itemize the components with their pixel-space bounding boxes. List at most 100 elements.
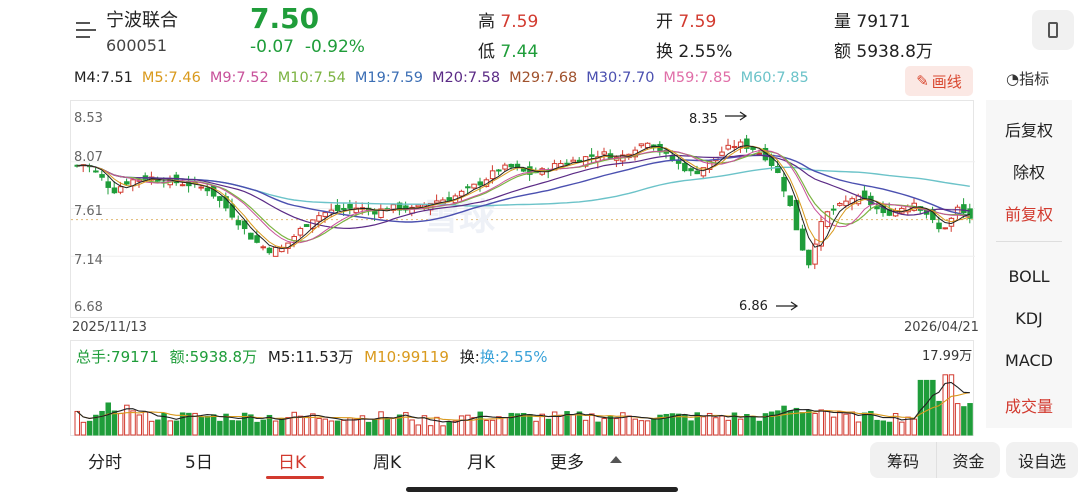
candle-body	[248, 232, 254, 240]
candle-body	[334, 204, 341, 212]
volume-chart[interactable]	[70, 340, 974, 436]
tab-daily-k[interactable]: 日K	[278, 453, 307, 473]
low-label: 低	[478, 42, 495, 62]
volume-max-label: 17.99万	[922, 349, 973, 364]
volume-bar	[148, 420, 155, 436]
candle-body	[124, 181, 130, 185]
candle-body	[942, 227, 948, 230]
candle-body	[477, 181, 483, 186]
volume-info: 总手:79171 额:5938.8万 M5:11.53万 M10:99119 换…	[76, 346, 548, 367]
high-arrow-head	[739, 111, 748, 121]
volume-bar	[688, 420, 694, 436]
draw-line-button[interactable]: ✎ 画线	[905, 66, 973, 96]
volume-bar	[892, 413, 899, 436]
volume-bar	[297, 415, 304, 436]
candle-body	[465, 186, 471, 189]
menu-icon[interactable]	[76, 22, 96, 38]
volume-bar	[558, 414, 564, 436]
y-tick-2: 8.07	[74, 150, 103, 165]
volume-bar	[849, 411, 855, 436]
volume-bar	[130, 410, 136, 436]
volume-bar	[936, 400, 942, 436]
volume-bar	[396, 414, 403, 436]
side-item-5[interactable]: MACD	[1005, 351, 1053, 370]
candle-body	[756, 152, 762, 155]
candle-body	[496, 169, 502, 172]
capital-button[interactable]: 资金	[936, 442, 1000, 478]
volume-bar	[775, 410, 781, 436]
chip-button[interactable]: 筹码	[870, 442, 936, 478]
volume-bar	[917, 379, 924, 436]
volume-stat: 量 79171	[834, 7, 911, 32]
volume-bar	[179, 412, 186, 436]
volume-bar	[607, 415, 614, 436]
side-item-6[interactable]: 成交量	[1004, 397, 1053, 416]
candle-body	[843, 200, 849, 207]
volume-bar	[812, 412, 818, 436]
y-tick-min: 6.68	[74, 300, 103, 315]
candle-body	[415, 204, 421, 208]
turnover-label: 换	[656, 42, 673, 62]
volume-bar	[899, 421, 905, 436]
add-watchlist-button[interactable]: 设自选	[1006, 442, 1078, 478]
caret-up-icon[interactable]	[610, 456, 622, 463]
side-item-4[interactable]: KDJ	[1015, 309, 1043, 328]
candle-body	[489, 170, 496, 180]
volume-bar	[954, 403, 961, 436]
volume-bar	[155, 419, 161, 436]
tab-weekly-k[interactable]: 周K	[373, 453, 402, 473]
volume-bar	[551, 411, 558, 436]
tab-more[interactable]: 更多	[550, 453, 584, 473]
indicator-button[interactable]: ◔指标	[1006, 68, 1049, 89]
open-stat: 开 7.59	[656, 7, 716, 32]
volume-bar	[477, 411, 483, 436]
landscape-button[interactable]	[1032, 10, 1074, 50]
indicator-label: 指标	[1019, 70, 1050, 88]
ma-line	[76, 154, 970, 223]
watermark-text: 雪球	[423, 197, 496, 238]
phone-icon	[1048, 22, 1058, 38]
volume-bar	[961, 406, 967, 436]
volume-bar	[285, 417, 291, 436]
side-item-2[interactable]: 前复权	[1004, 205, 1053, 224]
volume-bar	[303, 416, 310, 436]
ma-label-8: M59:7.85	[663, 70, 732, 86]
stock-name: 宁波联合	[106, 10, 178, 31]
tab-monthly-k[interactable]: 月K	[467, 453, 496, 473]
volume-bar	[942, 374, 948, 436]
low-stat: 低 7.44	[478, 37, 538, 62]
kline-chart[interactable]: 雪球 8.35 6.86	[70, 100, 975, 318]
side-item-1[interactable]: 除权	[1012, 163, 1045, 182]
volume-bar	[341, 419, 347, 436]
volume-bar	[403, 412, 409, 436]
tab-5day[interactable]: 5日	[185, 453, 213, 473]
side-item-3[interactable]: BOLL	[1008, 267, 1050, 286]
volume-bar	[409, 419, 415, 436]
high-stat: 高 7.59	[478, 7, 538, 32]
volume-bar	[806, 409, 812, 436]
tab-minute[interactable]: 分时	[88, 453, 122, 473]
candle-body	[316, 215, 322, 222]
candle-body	[341, 207, 347, 210]
volume-bar	[372, 419, 378, 436]
candle-body	[93, 170, 99, 173]
candle-body	[564, 162, 570, 165]
candle-body	[644, 142, 651, 149]
volume-bar	[874, 419, 880, 436]
candle-body	[99, 174, 105, 178]
moving-average-legend: M4:7.51 M5:7.46 M9:7.52 M10:7.54 M19:7.59 M20…	[74, 70, 818, 92]
volume-bar	[861, 412, 868, 436]
volume-bar	[117, 412, 124, 436]
volume-bar	[279, 418, 285, 436]
volume-bar	[471, 417, 477, 436]
volume-amount: 额:5938.8万	[169, 348, 258, 366]
volume-bar	[266, 414, 273, 436]
volume-bar	[192, 412, 198, 436]
volume-bar	[682, 414, 688, 436]
volume-bar	[378, 411, 384, 436]
side-item-0[interactable]: 后复权	[1004, 121, 1053, 140]
volume-ma-line	[76, 391, 970, 421]
volume-bar	[520, 412, 527, 436]
candle-body	[886, 209, 893, 216]
current-price: 7.50	[250, 2, 320, 35]
